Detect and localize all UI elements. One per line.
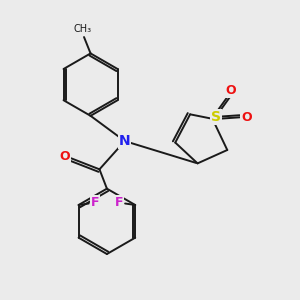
Text: F: F	[90, 196, 99, 209]
Text: O: O	[59, 150, 70, 163]
Text: O: O	[241, 111, 252, 124]
Text: N: N	[119, 134, 130, 148]
Text: O: O	[225, 84, 236, 98]
Text: CH₃: CH₃	[74, 24, 92, 34]
Text: F: F	[115, 196, 123, 209]
Text: S: S	[211, 110, 221, 124]
